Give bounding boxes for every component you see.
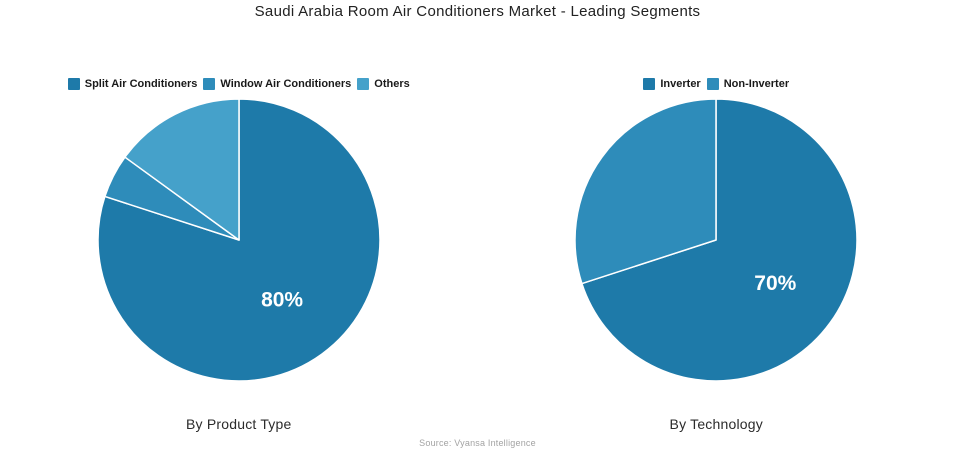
chart-caption: By Technology (669, 416, 763, 432)
legend-swatch-split-air-conditioners (67, 78, 80, 90)
legend-item-others: Others (357, 78, 410, 90)
legend-label: Others (374, 78, 410, 90)
legend-label: Window Air Conditioners (220, 78, 352, 90)
pie-wrap: 70% (572, 96, 860, 384)
pie-slice-others (123, 98, 240, 241)
source-note: Source: Vyansa Intelligence (419, 438, 536, 448)
legend-item-window-air-conditioners: Window Air Conditioners (203, 78, 351, 90)
chart-panel-by-technology: Inverter Non-Inverter 70% By Technology (478, 0, 955, 454)
pie-data-label-inverter: 70% (755, 272, 797, 295)
pie-chart-by-technology: 70% (574, 98, 858, 382)
chart-caption: By Product Type (186, 416, 292, 432)
pie-data-label-split-air-conditioners: 80% (261, 288, 303, 311)
legend-swatch-window-air-conditioners (203, 78, 216, 90)
pie-wrap: 80% (95, 96, 383, 384)
chart-panel-by-product-type: Split Air Conditioners Window Air Conditi… (0, 78, 478, 432)
pie-slice-non-inverter (574, 98, 717, 285)
legend-by-technology: Inverter Non-Inverter (478, 78, 955, 90)
legend-swatch-non-inverter (706, 78, 719, 90)
page-title: Saudi Arabia Room Air Conditioners Marke… (254, 3, 701, 20)
legend-swatch-inverter (643, 78, 656, 90)
pie-slice-inverter (581, 98, 858, 382)
legend-label: Inverter (660, 78, 701, 90)
legend-label: Split Air Conditioners (84, 78, 198, 90)
legend-by-product-type: Split Air Conditioners Window Air Conditi… (0, 78, 478, 90)
legend-item-non-inverter: Non-Inverter (706, 78, 790, 90)
legend-item-inverter: Inverter (643, 78, 701, 90)
pie-chart-by-product-type: 80% (97, 98, 381, 382)
legend-item-split-air-conditioners: Split Air Conditioners (67, 78, 198, 90)
legend-label: Non-Inverter (723, 78, 790, 90)
legend-swatch-others (357, 78, 370, 90)
